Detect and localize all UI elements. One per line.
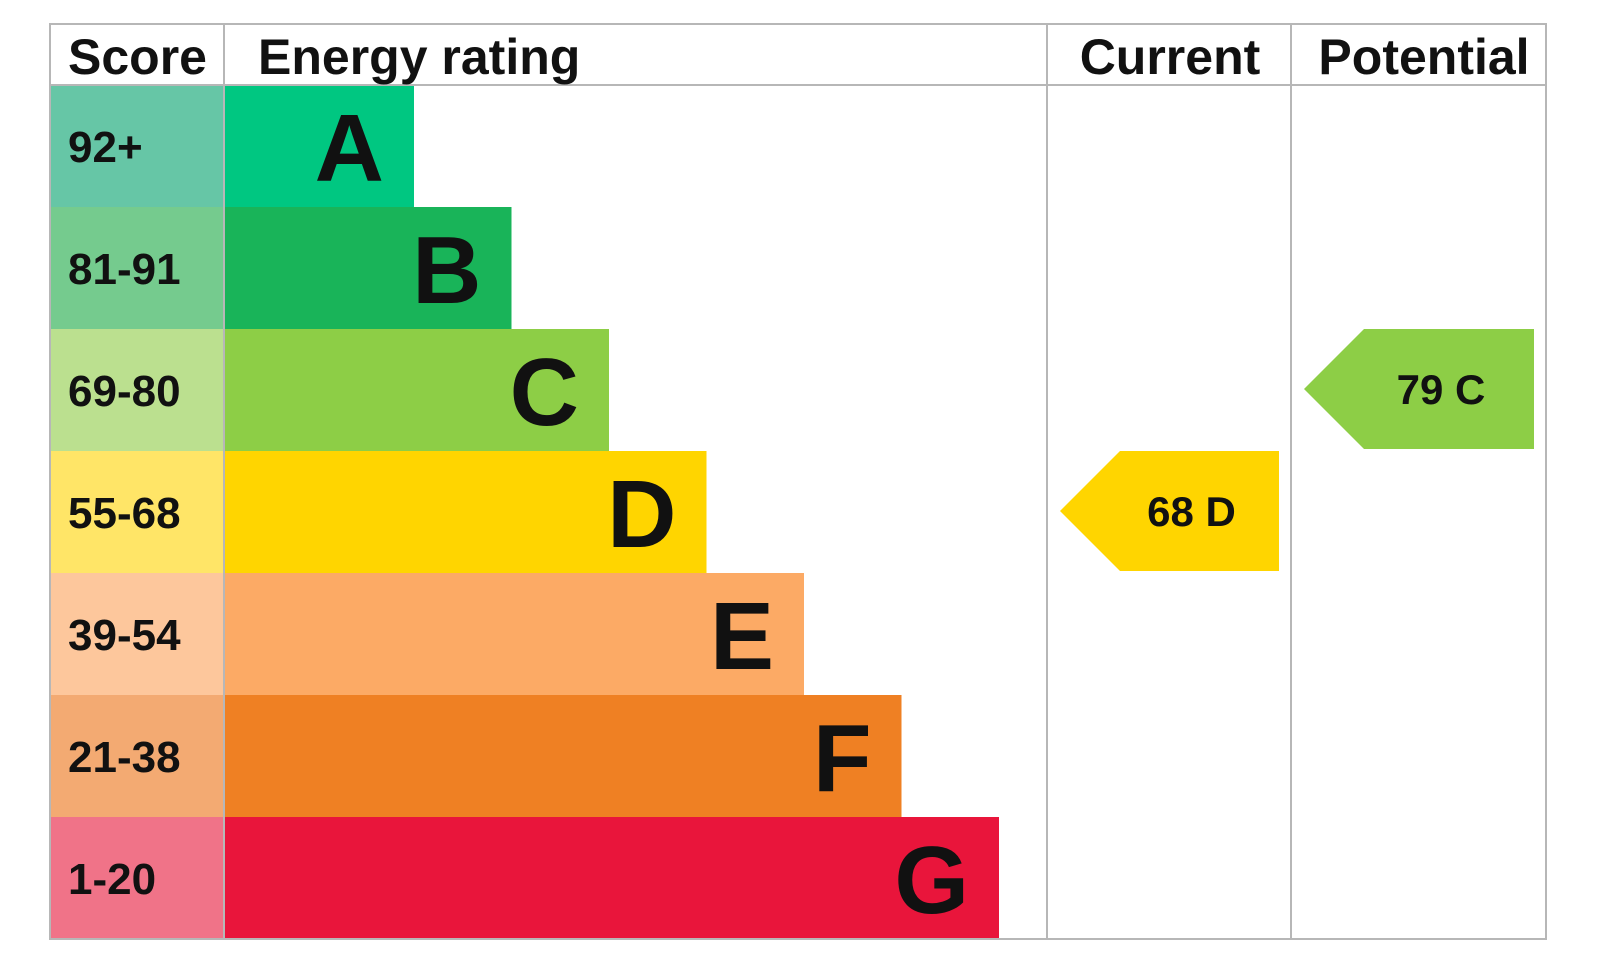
rating-arrows: 68 D 79 C [1060, 329, 1534, 571]
header-energy-rating: Energy rating [258, 29, 580, 85]
band-letter-f: F [813, 705, 872, 812]
header-score: Score [68, 29, 207, 85]
score-cell-d [50, 451, 224, 573]
score-cell-a [50, 85, 224, 207]
score-label-f: 21-38 [68, 733, 181, 782]
band-letter-e: E [710, 583, 774, 690]
potential-rating-arrow [1304, 329, 1534, 449]
band-letter-b: B [412, 217, 481, 324]
band-bar-c [224, 329, 609, 451]
header-potential: Potential [1318, 29, 1529, 85]
score-label-d: 55-68 [68, 489, 181, 538]
score-label-c: 69-80 [68, 367, 181, 416]
current-rating-arrow-label: 68 D [1147, 488, 1236, 535]
score-cell-c [50, 329, 224, 451]
score-label-g: 1-20 [68, 855, 156, 904]
band-bar-d [224, 451, 707, 573]
score-label-a: 92+ [68, 123, 143, 172]
band-bar-g [224, 817, 999, 939]
band-letter-a: A [315, 95, 384, 202]
band-rows: 92+ A 81-91 B 69-80 C 55-68 D 39-54 E 21-38 F 1-20 G [50, 85, 999, 939]
band-letter-d: D [607, 461, 676, 568]
score-cell-f [50, 695, 224, 817]
potential-rating-arrow-label: 79 C [1397, 366, 1486, 413]
band-letter-g: G [894, 827, 969, 934]
current-rating-arrow [1060, 451, 1279, 571]
band-letter-c: C [510, 339, 579, 446]
band-bar-a [224, 85, 414, 207]
score-cell-b [50, 207, 224, 329]
score-label-e: 39-54 [68, 611, 181, 660]
table-grid [49, 23, 1547, 940]
score-cell-g [50, 817, 224, 939]
header-current: Current [1080, 29, 1261, 85]
table-border [49, 23, 1547, 940]
band-bar-f [224, 695, 902, 817]
score-cell-e [50, 573, 224, 695]
band-bar-e [224, 573, 804, 695]
band-bar-b [224, 207, 512, 329]
score-label-b: 81-91 [68, 245, 181, 294]
table-header: Score Energy rating Current Potential [68, 29, 1530, 85]
